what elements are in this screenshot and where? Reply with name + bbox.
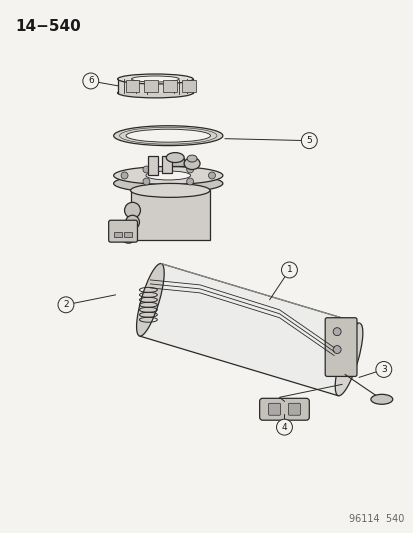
Text: 1: 1 [286,265,292,274]
Ellipse shape [130,183,209,197]
Ellipse shape [113,166,222,184]
FancyBboxPatch shape [123,232,131,237]
Circle shape [119,225,137,243]
Circle shape [121,172,128,179]
FancyBboxPatch shape [148,156,158,175]
Text: 3: 3 [380,365,386,374]
Ellipse shape [370,394,392,404]
FancyBboxPatch shape [113,232,121,237]
Text: 96114  540: 96114 540 [349,514,404,523]
Circle shape [83,73,98,89]
Circle shape [186,166,193,173]
FancyBboxPatch shape [288,403,300,415]
Ellipse shape [166,152,184,163]
FancyBboxPatch shape [125,80,139,92]
Ellipse shape [131,76,179,82]
Ellipse shape [187,155,197,162]
Text: 6: 6 [88,76,93,85]
Ellipse shape [145,171,190,180]
Circle shape [375,361,391,377]
Circle shape [281,262,297,278]
Circle shape [125,215,139,229]
Circle shape [208,172,215,179]
Circle shape [186,178,193,185]
FancyBboxPatch shape [108,220,137,242]
Text: 2: 2 [63,300,69,309]
Circle shape [276,419,292,435]
FancyBboxPatch shape [130,190,209,240]
FancyBboxPatch shape [117,79,192,93]
Circle shape [332,328,340,336]
Circle shape [142,178,150,185]
Ellipse shape [113,174,222,192]
Ellipse shape [126,129,210,142]
Ellipse shape [184,158,199,169]
FancyBboxPatch shape [162,156,172,173]
Text: 14−540: 14−540 [15,19,81,34]
Circle shape [142,166,150,173]
Text: 4: 4 [281,423,287,432]
FancyBboxPatch shape [144,80,158,92]
Polygon shape [139,264,359,395]
Ellipse shape [113,126,222,146]
Text: 5: 5 [306,136,311,145]
Circle shape [301,133,316,149]
FancyBboxPatch shape [166,158,184,166]
Circle shape [124,203,140,218]
FancyBboxPatch shape [259,398,309,420]
FancyBboxPatch shape [182,80,196,92]
Ellipse shape [117,88,192,98]
FancyBboxPatch shape [163,80,177,92]
Circle shape [58,297,74,313]
FancyBboxPatch shape [325,318,356,376]
Ellipse shape [136,263,164,336]
Ellipse shape [117,74,192,84]
FancyBboxPatch shape [268,403,280,415]
Ellipse shape [335,323,362,396]
Circle shape [332,345,340,353]
